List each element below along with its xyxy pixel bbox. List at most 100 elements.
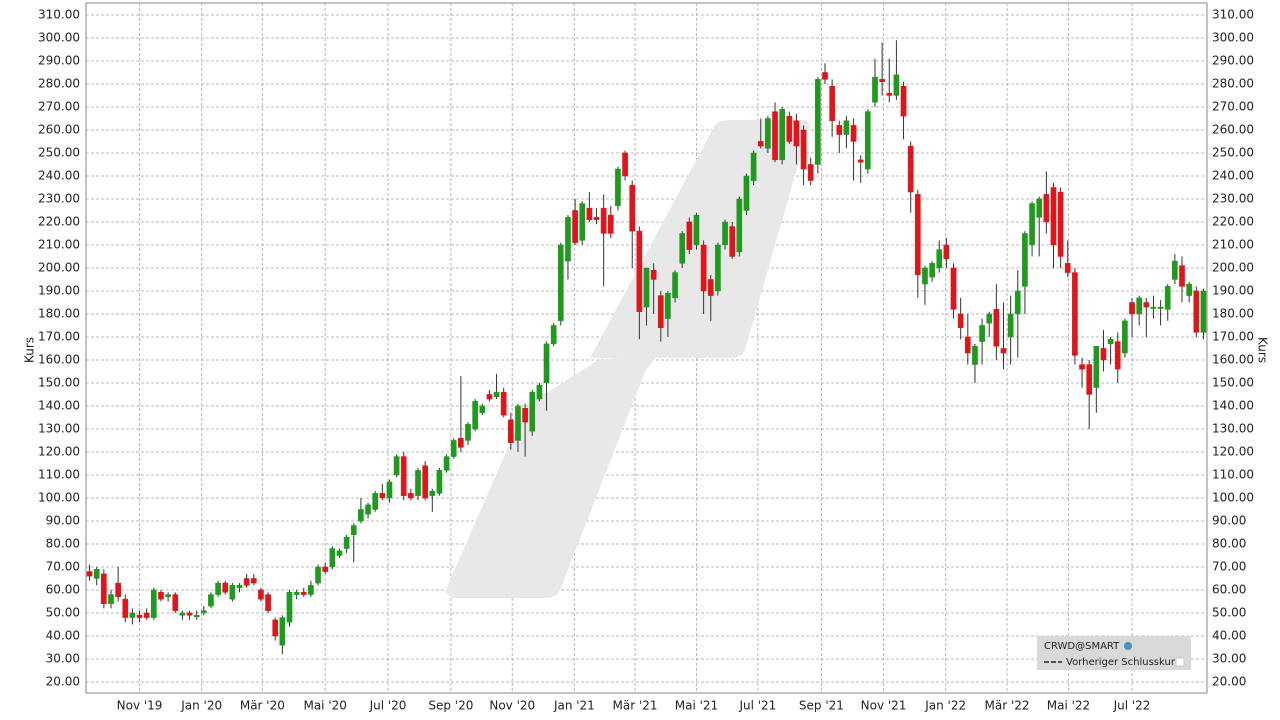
candle-body: [907, 145, 914, 193]
y2-tick-label: 160.00: [1212, 352, 1254, 366]
y-tick-label: 200.00: [38, 260, 80, 274]
candle-body: [786, 115, 793, 142]
y2-tick-label: 110.00: [1212, 467, 1254, 481]
candle-body: [629, 184, 636, 232]
candle-body: [600, 207, 607, 234]
y-tick-label: 30.00: [46, 651, 80, 665]
y-tick-label: 150.00: [38, 375, 80, 389]
candle-body: [329, 548, 336, 568]
candle-body: [479, 405, 486, 414]
y-tick-label: 270.00: [38, 99, 80, 113]
candle-body: [1200, 290, 1207, 333]
candle-body: [350, 525, 357, 536]
candle-body: [900, 86, 907, 117]
candle-body: [300, 592, 307, 595]
candle-body: [815, 79, 821, 165]
candle-body: [315, 566, 321, 584]
candle-body: [486, 394, 493, 400]
x-tick-label: Jul '20: [369, 699, 407, 713]
candle-body: [286, 592, 293, 623]
y2-tick-label: 40.00: [1212, 628, 1246, 642]
candle-body: [543, 343, 550, 384]
candle-body: [393, 456, 400, 476]
candle-body: [807, 164, 814, 181]
candle-body: [465, 424, 471, 441]
legend-checkbox[interactable]: [1175, 657, 1185, 667]
candle-body: [265, 594, 271, 611]
candle-body: [865, 111, 871, 170]
y2-tick-label: 290.00: [1212, 53, 1254, 67]
y-tick-label: 110.00: [38, 467, 80, 481]
y-tick-label: 50.00: [46, 605, 80, 619]
candle-body: [793, 120, 800, 147]
candle-body: [343, 536, 350, 549]
candle-body: [972, 345, 978, 365]
candle-body: [336, 550, 343, 556]
y-tick-label: 20.00: [46, 674, 80, 688]
candle-body: [1186, 283, 1192, 296]
candle-body: [686, 221, 693, 250]
candle-body: [765, 118, 771, 149]
candle-body: [657, 295, 664, 329]
candle-body: [557, 244, 564, 322]
candle-body: [86, 571, 93, 577]
y2-tick-label: 190.00: [1212, 283, 1254, 297]
x-tick-label: Jan '22: [924, 699, 966, 713]
candle-body: [915, 194, 921, 276]
y2-tick-label: 220.00: [1212, 214, 1254, 228]
candle-body: [1050, 187, 1057, 246]
candle-body: [736, 198, 743, 253]
y2-tick-label: 120.00: [1212, 444, 1254, 458]
candle-body: [1100, 348, 1107, 361]
candle-body: [493, 391, 500, 398]
legend-icon: [1124, 642, 1132, 650]
y-tick-label: 70.00: [46, 559, 80, 573]
y-tick-label: 40.00: [46, 628, 80, 642]
candle-body: [408, 493, 414, 499]
candle-body: [208, 594, 214, 607]
candle-body: [800, 129, 807, 170]
y2-tick-label: 200.00: [1212, 260, 1254, 274]
candle-body: [964, 336, 971, 354]
candle-body: [443, 456, 450, 471]
y2-tick-label: 250.00: [1212, 145, 1254, 159]
candle-body: [743, 175, 750, 211]
candle-body: [1143, 302, 1150, 308]
y-tick-label: 90.00: [46, 513, 80, 527]
candle-body: [529, 391, 536, 432]
candle-body: [665, 293, 671, 319]
candle-body: [1036, 198, 1043, 218]
candle-body: [115, 582, 121, 598]
y-tick-label: 210.00: [38, 237, 80, 251]
y-tick-label: 60.00: [46, 582, 80, 596]
y-tick-label: 170.00: [38, 329, 80, 343]
candle-body: [650, 270, 657, 280]
candle-body: [836, 125, 843, 135]
x-tick-label: Mai '21: [675, 699, 718, 713]
candle-body: [93, 569, 100, 579]
candle-body: [179, 612, 186, 616]
candle-body: [986, 313, 993, 324]
candle-body: [1022, 233, 1028, 287]
x-tick-label: Jan '21: [553, 699, 595, 713]
candle-body: [957, 313, 964, 329]
candle-body: [572, 210, 578, 243]
candle-body: [222, 582, 229, 593]
candle-body: [472, 401, 478, 430]
candle-body: [693, 214, 700, 246]
x-tick-label: Sep '20: [428, 699, 473, 713]
x-tick-label: Jul '22: [1113, 699, 1151, 713]
y2-tick-label: 240.00: [1212, 168, 1254, 182]
candle-body: [258, 589, 264, 600]
candle-body: [436, 470, 443, 494]
candle-body: [122, 598, 129, 618]
y2-tick-label: 30.00: [1212, 651, 1246, 665]
legend: CRWD@SMART Vorheriger Schlusskurs: [1037, 636, 1191, 670]
y2-tick-label: 280.00: [1212, 76, 1254, 90]
candle-body: [1043, 194, 1050, 223]
candle-body: [700, 244, 707, 292]
y-tick-label: 250.00: [38, 145, 80, 159]
x-tick-label: Mär '21: [613, 699, 658, 713]
legend-line-label: Vorheriger Schlusskurs: [1066, 657, 1180, 668]
candle-body: [1093, 345, 1100, 388]
